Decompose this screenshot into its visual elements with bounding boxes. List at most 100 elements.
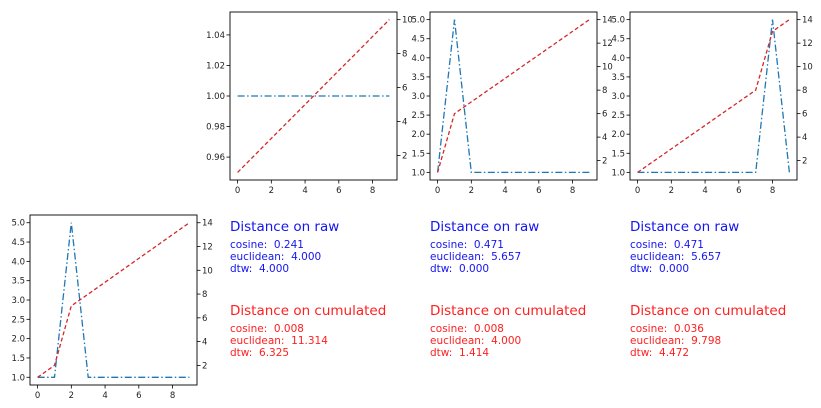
cum-cosine-1: cosine: 0.008 [230, 323, 304, 335]
chart-top-right: 0 2 4 6 8 1.0 1.5 2.0 2.5 3.0 3.5 4.0 4.5 5.0 2 4 6 8 10 12… [611, 11, 813, 196]
x-tick-label: 2 [69, 391, 74, 401]
y-tick-label-left: 1.5 [411, 149, 425, 159]
series-line-raw [637, 19, 791, 174]
y-tick-label-right: 4 [602, 133, 607, 143]
x-tick-label: 0 [235, 186, 240, 196]
cum-euclidean-1: euclidean: 11.314 [230, 335, 328, 347]
axes-frame [29, 214, 198, 386]
y-tick-label-left: 2.5 [611, 111, 625, 121]
cum-dtw-2: dtw: 1.414 [430, 347, 490, 359]
y-tick-label-right: 10 [602, 63, 613, 73]
raw-euclidean-1: euclidean: 4.000 [230, 251, 322, 263]
y-tick-label-right: 12 [202, 243, 213, 253]
y-tick-label-left: 5.0 [411, 16, 425, 26]
x-tick-label: 6 [736, 186, 741, 196]
y-tick-label-right: 6 [202, 314, 207, 324]
x-tick-label: 8 [170, 391, 175, 401]
y-tick-label-right: 8 [402, 50, 407, 60]
series-line-cumulated [237, 19, 390, 173]
x-tick-label: 0 [635, 186, 640, 196]
chart-top-left: 0 2 4 6 8 0.96 0.98 1.00 1.02 1.04 2 4 6 8 10 [206, 11, 413, 196]
y-tick-label-left: 1.02 [206, 61, 225, 71]
y-tick-label-left: 0.96 [206, 153, 225, 163]
series-line-raw [436, 19, 590, 174]
raw-cosine-2: cosine: 0.471 [430, 239, 504, 251]
raw-cosine-1: cosine: 0.241 [230, 239, 304, 251]
raw-cosine-3: cosine: 0.471 [630, 239, 704, 251]
y-tick-label-left: 2.0 [611, 130, 625, 140]
x-tick-label: 2 [669, 186, 674, 196]
raw-distance-title-2: Distance on raw [430, 219, 540, 235]
x-tick-label: 8 [770, 186, 775, 196]
y-tick-label-right: 6 [602, 110, 607, 120]
raw-euclidean-3: euclidean: 5.657 [630, 251, 722, 263]
y-tick-label-right: 2 [602, 157, 607, 167]
chart-top-middle: 0 2 4 6 8 1.0 1.5 2.0 2.5 3.0 3.5 4.0 4.5 5.0 2 4 6 8 10 12… [411, 11, 613, 196]
series-line-cumulated [637, 19, 790, 173]
raw-euclidean-2: euclidean: 5.657 [430, 251, 522, 263]
cum-distance-title-2: Distance on cumulated [430, 303, 587, 319]
y-tick-label-left: 4.5 [411, 35, 425, 45]
series-line-cumulated [436, 19, 590, 173]
y-tick-label-right: 8 [202, 290, 207, 300]
raw-dtw-1: dtw: 4.000 [230, 263, 290, 275]
x-tick-label: 6 [136, 391, 141, 401]
y-tick-label-left: 3.5 [611, 73, 625, 83]
x-tick-label: 2 [469, 186, 474, 196]
y-tick-label-right: 8 [802, 86, 807, 96]
series-line-cumulated [37, 222, 190, 378]
x-tick-label: 0 [435, 186, 440, 196]
y-tick-label-left: 2.0 [11, 335, 25, 345]
x-tick-label: 8 [370, 186, 375, 196]
y-tick-label-right: 10 [202, 266, 213, 276]
y-tick-label-right: 2 [402, 151, 407, 161]
chart-bottom-left: 0 2 4 6 8 1.0 1.5 2.0 2.5 3.0 3.5 4.0 4.5 5.0 2 4 6 8 10 12… [11, 214, 213, 401]
y-tick-label-left: 4.5 [11, 238, 25, 248]
y-tick-label-left: 5.0 [11, 219, 25, 229]
y-tick-label-left: 4.5 [611, 35, 625, 45]
y-tick-label-left: 1.00 [206, 92, 225, 102]
x-tick-label: 6 [536, 186, 541, 196]
y-tick-label-right: 10 [802, 63, 813, 73]
y-tick-label-right: 14 [202, 219, 213, 229]
raw-distance-title-1: Distance on raw [230, 219, 340, 235]
y-tick-label-left: 3.0 [11, 296, 25, 306]
y-tick-label-left: 4.0 [411, 54, 425, 64]
y-tick-label-left: 2.5 [411, 111, 425, 121]
y-tick-label-left: 3.0 [411, 92, 425, 102]
y-tick-label-left: 1.0 [611, 168, 625, 178]
x-tick-label: 8 [570, 186, 575, 196]
y-tick-label-right: 10 [402, 16, 413, 26]
y-tick-label-right: 6 [402, 84, 407, 94]
y-tick-label-right: 4 [202, 338, 207, 348]
x-tick-label: 4 [702, 186, 707, 196]
y-tick-label-left: 2.5 [11, 315, 25, 325]
y-tick-label-right: 6 [802, 110, 807, 120]
cum-euclidean-2: euclidean: 4.000 [430, 335, 522, 347]
y-tick-label-right: 14 [602, 16, 613, 26]
cum-distance-title-1: Distance on cumulated [230, 303, 387, 319]
axes-frame [629, 11, 798, 181]
y-tick-label-left: 4.0 [11, 257, 25, 267]
y-tick-label-right: 12 [802, 39, 813, 49]
x-tick-label: 6 [336, 186, 341, 196]
y-tick-label-left: 5.0 [611, 16, 625, 26]
y-tick-label-right: 4 [402, 117, 407, 127]
x-tick-label: 4 [302, 186, 307, 196]
y-tick-label-left: 4.0 [611, 54, 625, 64]
cum-distance-title-3: Distance on cumulated [630, 303, 787, 319]
x-tick-label: 0 [35, 391, 40, 401]
y-tick-label-left: 3.0 [611, 92, 625, 102]
axes-frame [429, 11, 598, 181]
cum-dtw-1: dtw: 6.325 [230, 347, 290, 359]
y-tick-label-left: 0.98 [206, 123, 225, 133]
y-tick-label-left: 3.5 [411, 73, 425, 83]
x-tick-label: 4 [502, 186, 507, 196]
y-tick-label-right: 14 [802, 16, 813, 26]
y-tick-label-right: 8 [602, 86, 607, 96]
cum-cosine-3: cosine: 0.036 [630, 323, 704, 335]
y-tick-label-left: 3.5 [11, 277, 25, 287]
y-tick-label-left: 1.04 [206, 31, 225, 41]
